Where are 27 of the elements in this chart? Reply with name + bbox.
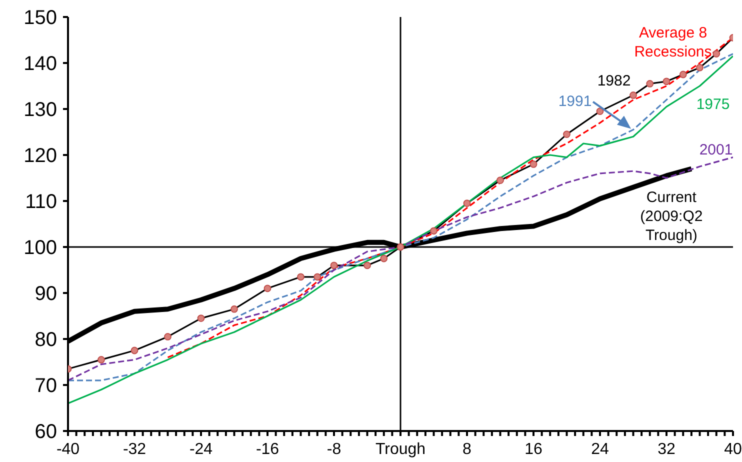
y-tick-label: 100	[24, 237, 57, 259]
series-label: Average 8 Recessions	[634, 24, 712, 61]
x-tick-label: 24	[591, 441, 609, 458]
x-tick-label: -32	[122, 441, 146, 458]
x-tick-label: 32	[658, 441, 676, 458]
x-tick-label: 40	[724, 441, 742, 458]
y-tick-label: 70	[34, 375, 57, 397]
series-label: Current (2009:Q2 Trough)	[640, 188, 703, 244]
x-tick-label: -16	[256, 441, 280, 458]
y-tick-label: 90	[34, 283, 57, 305]
y-tick-label: 60	[34, 421, 57, 443]
series-label: 1982	[597, 72, 631, 90]
y-tick-label: 110	[25, 191, 57, 213]
y-tick-label: 120	[24, 145, 57, 167]
text: 1991	[558, 92, 592, 110]
x-tick-label: Trough	[375, 441, 426, 458]
x-tick-label: 8	[462, 441, 472, 458]
x-tick-label: -8	[326, 441, 342, 458]
series-label: 1975	[696, 96, 730, 114]
y-tick-label: 130	[24, 99, 57, 121]
series-label: 2001	[699, 141, 733, 158]
x-tick-label: 16	[524, 441, 542, 458]
y-tick-label: 150	[24, 7, 57, 29]
y-tick-label: 140	[24, 53, 57, 75]
x-tick-label: -24	[189, 441, 213, 458]
x-tick-label: -40	[56, 441, 80, 458]
y-tick-label: 80	[34, 329, 57, 351]
